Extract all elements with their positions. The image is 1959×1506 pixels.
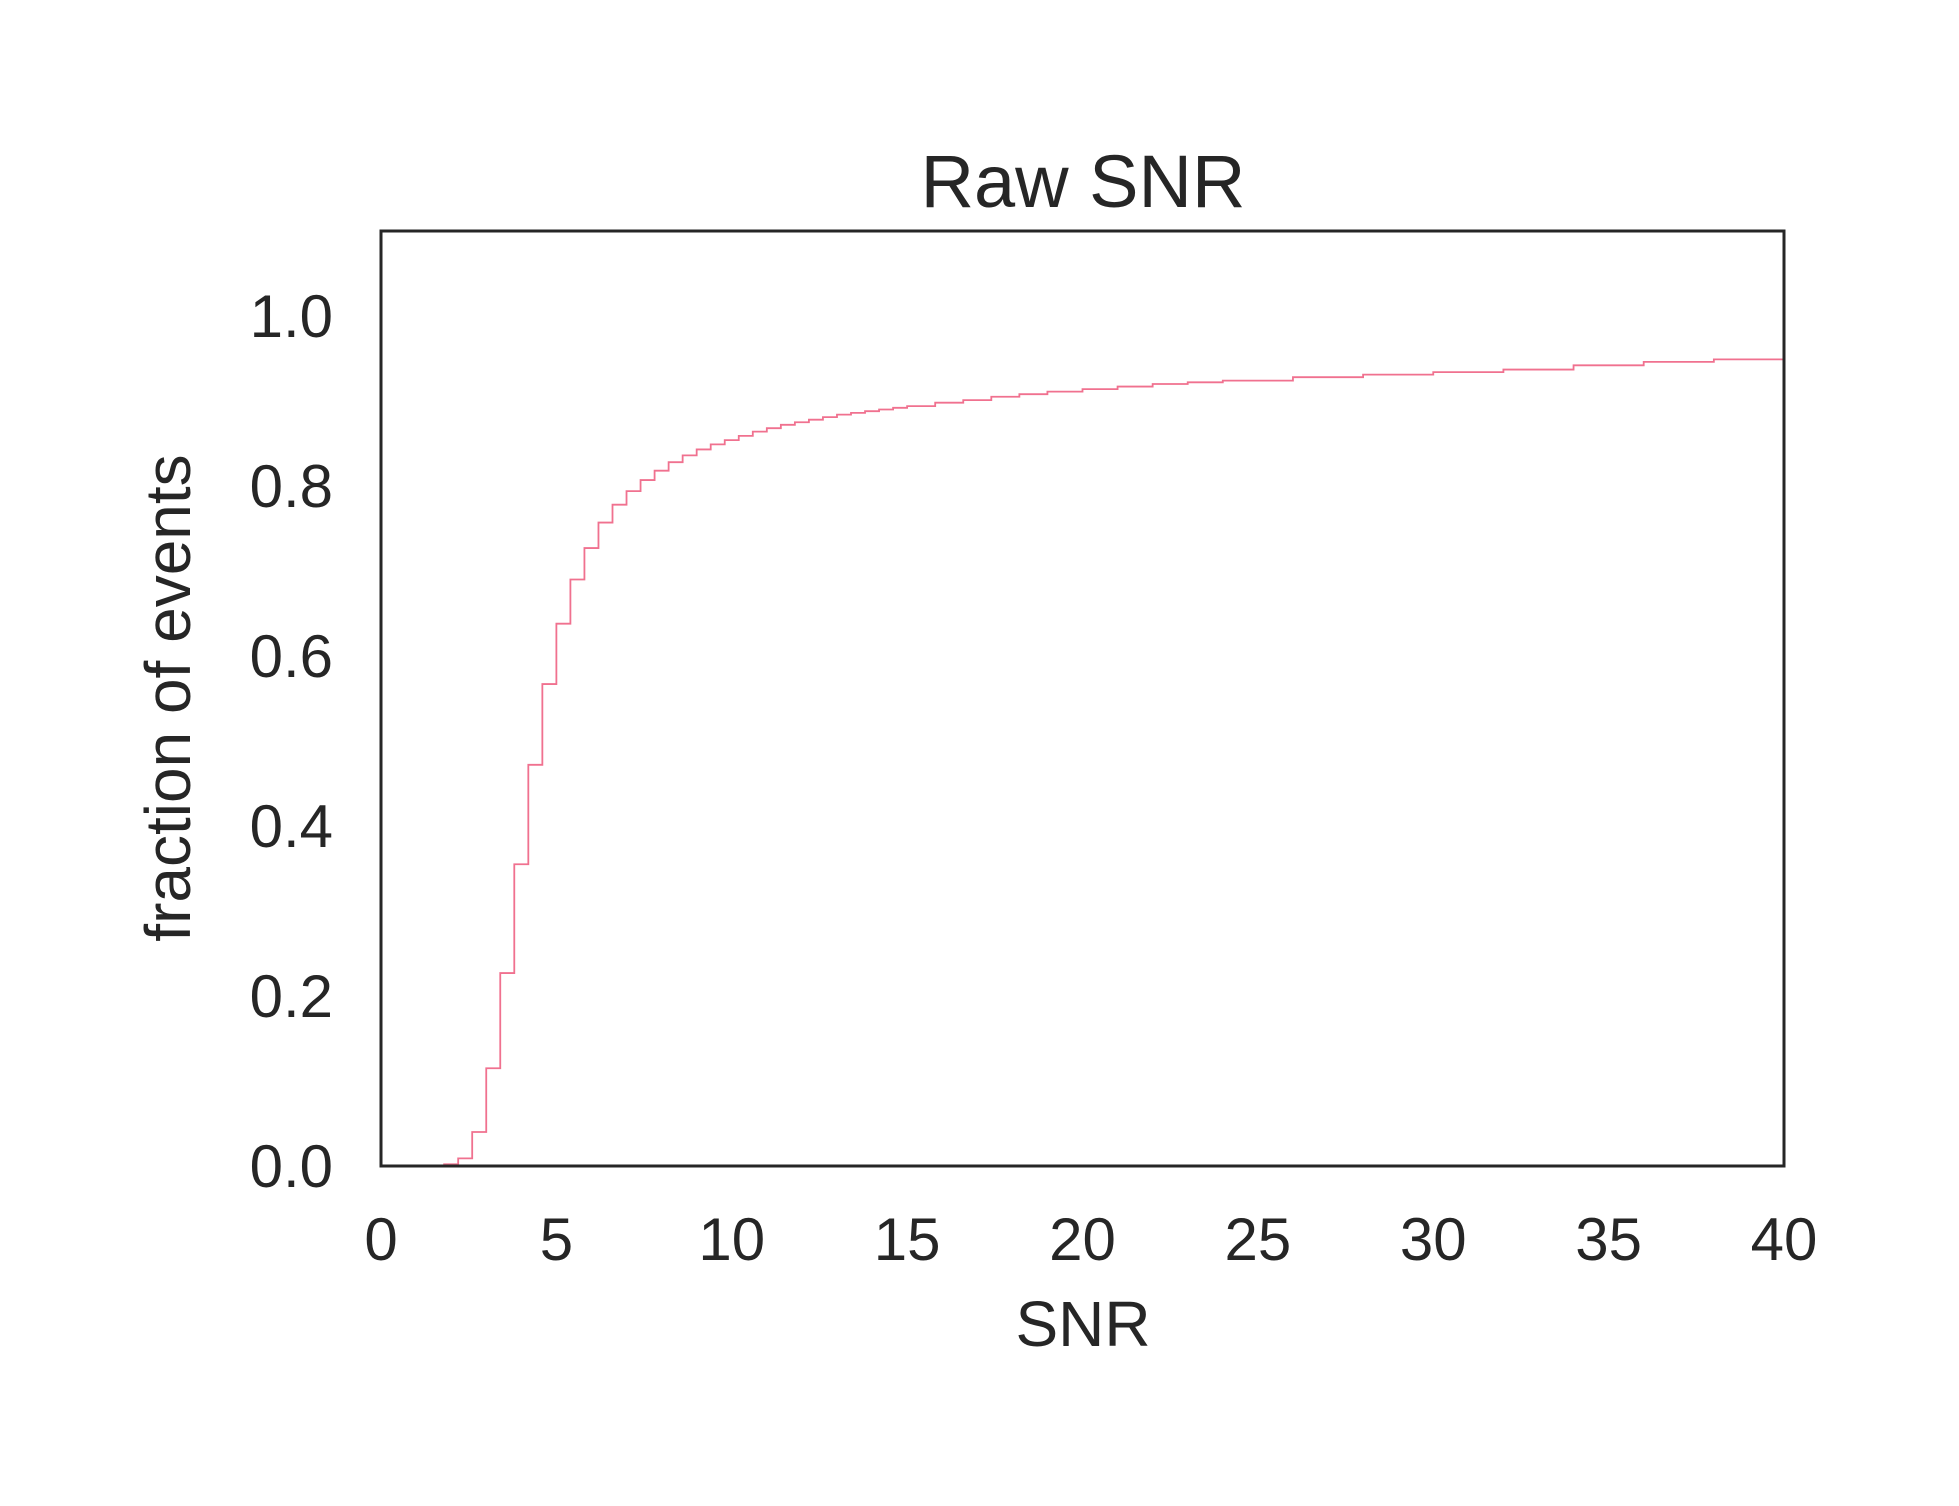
x-tick-label: 35 — [1575, 1206, 1642, 1273]
y-axis-label: fraction of events — [132, 454, 204, 941]
y-tick-label: 0.2 — [250, 963, 333, 1030]
x-tick-label: 40 — [1751, 1206, 1818, 1273]
plot-area — [379, 229, 1786, 1168]
y-tick-label: 0.8 — [250, 453, 333, 520]
x-tick-label: 20 — [1049, 1206, 1116, 1273]
x-tick-label: 30 — [1400, 1206, 1467, 1273]
x-tick-labels: 0 5 10 15 20 25 30 35 40 — [364, 1206, 1817, 1273]
y-tick-label: 1.0 — [250, 283, 333, 350]
series-layer — [381, 356, 1785, 1167]
y-tick-label: 0.0 — [250, 1133, 333, 1200]
x-tick-label: 15 — [874, 1206, 941, 1273]
plot-frame — [379, 229, 1786, 1168]
x-tick-label: 25 — [1225, 1206, 1292, 1273]
x-tick-label: 0 — [364, 1206, 397, 1273]
y-tick-label: 0.6 — [250, 623, 333, 690]
x-tick-label: 10 — [698, 1206, 765, 1273]
x-tick-label: 5 — [540, 1206, 573, 1273]
y-tick-labels: 0.0 0.2 0.4 0.6 0.8 1.0 — [250, 283, 333, 1200]
x-axis-label: SNR — [1015, 1288, 1150, 1360]
chart-title: Raw SNR — [921, 140, 1246, 223]
series-line — [381, 356, 1785, 1167]
y-tick-label: 0.4 — [250, 793, 333, 860]
